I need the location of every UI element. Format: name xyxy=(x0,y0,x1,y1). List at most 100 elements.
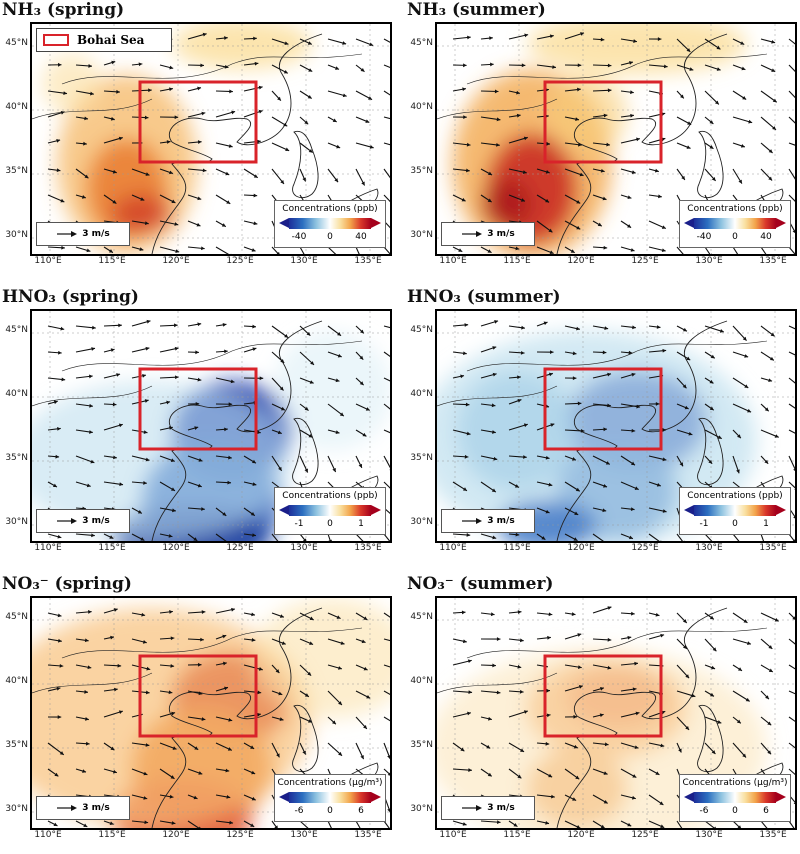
wind-arrow xyxy=(272,534,282,541)
wind-arrow xyxy=(677,326,687,331)
wind-arrow xyxy=(76,247,90,252)
wind-arrow xyxy=(649,634,664,639)
lat-label: 35°N xyxy=(0,166,28,176)
wind-arrow xyxy=(160,347,179,352)
wind-arrow xyxy=(244,110,263,117)
wind-arrow xyxy=(761,117,776,130)
wind-arrow xyxy=(104,348,115,352)
wind-arrow xyxy=(789,247,795,254)
wind-arrow xyxy=(384,717,390,724)
colorbar-gradient xyxy=(694,505,776,516)
wind-reference-label: 3 m/s xyxy=(487,803,514,813)
colorbar-title: Concentrations (ppb) xyxy=(275,204,385,214)
lon-label: 120°E xyxy=(162,543,189,553)
wind-arrow xyxy=(789,352,795,357)
wind-arrow xyxy=(733,143,745,148)
lat-label: 40°N xyxy=(0,389,28,399)
wind-arrow xyxy=(789,456,795,472)
wind-arrow xyxy=(48,246,65,250)
wind-arrow xyxy=(272,117,287,126)
colorbar-tick: -1 xyxy=(295,519,304,529)
wind-arrow xyxy=(76,821,87,827)
field-blob xyxy=(272,331,390,451)
wind-arrow xyxy=(104,61,115,65)
wind-reference: 3 m/s xyxy=(441,509,535,533)
wind-arrow xyxy=(761,639,772,649)
wind-arrow xyxy=(244,140,261,144)
wind-arrow xyxy=(537,322,548,326)
wind-reference-label: 3 m/s xyxy=(487,229,514,239)
lat-label: 30°N xyxy=(405,517,433,527)
reference-arrow-icon xyxy=(56,804,78,812)
wind-arrow xyxy=(300,117,308,124)
wind-arrow xyxy=(733,247,740,254)
wind-arrow xyxy=(188,221,200,226)
lon-label: 120°E xyxy=(567,256,594,266)
wind-arrow xyxy=(705,117,713,124)
wind-arrow xyxy=(789,691,795,696)
wind-arrow xyxy=(565,612,575,616)
wind-arrow xyxy=(384,169,390,185)
wind-arrow xyxy=(272,821,278,828)
wind-arrow xyxy=(705,534,718,541)
wind-reference-label: 3 m/s xyxy=(82,516,109,526)
colorbar-tick: 6 xyxy=(763,806,769,816)
wind-arrow xyxy=(761,404,769,411)
colorbar-max-arrow xyxy=(776,792,786,802)
wind-reference: 3 m/s xyxy=(441,222,535,246)
colorbar-max-arrow xyxy=(776,505,786,515)
wind-arrow xyxy=(48,613,62,617)
wind-arrow xyxy=(356,117,369,123)
colorbar-tick: 0 xyxy=(732,806,738,816)
wind-arrow xyxy=(188,87,201,91)
wind-arrow xyxy=(328,821,334,828)
lat-label: 40°N xyxy=(405,102,433,112)
wind-arrow xyxy=(216,143,233,148)
colorbar-max-arrow xyxy=(776,218,786,228)
colorbar-tick: 40 xyxy=(760,232,771,242)
wind-arrow xyxy=(160,375,179,379)
colorbar-tick: 0 xyxy=(327,232,333,242)
wind-arrow xyxy=(48,821,57,826)
wind-arrow xyxy=(244,325,256,329)
wind-arrow xyxy=(328,456,336,472)
wind-arrow xyxy=(244,347,256,352)
wind-arrow xyxy=(509,638,524,642)
wind-arrow xyxy=(300,169,306,181)
wind-arrow xyxy=(384,91,390,99)
wind-arrow xyxy=(328,117,337,122)
lat-label: 40°N xyxy=(0,676,28,686)
colorbar-tick: 0 xyxy=(732,232,738,242)
wind-arrow xyxy=(453,639,467,643)
lat-label: 40°N xyxy=(405,389,433,399)
wind-arrow xyxy=(48,378,65,382)
wind-arrow xyxy=(328,39,346,45)
wind-arrow xyxy=(761,352,774,360)
lon-label: 135°E xyxy=(354,543,381,553)
wind-arrow xyxy=(761,717,771,725)
wind-arrow xyxy=(384,456,390,472)
lon-label: 120°E xyxy=(162,256,189,266)
lon-label: 115°E xyxy=(503,256,530,266)
wind-arrow xyxy=(132,347,149,352)
wind-arrow xyxy=(453,323,468,327)
panel-title: NO₃⁻ (spring) xyxy=(2,574,132,594)
lon-label: 130°E xyxy=(290,256,317,266)
wind-arrow xyxy=(272,326,288,338)
wind-arrow xyxy=(705,169,716,181)
wind-arrow xyxy=(565,633,581,639)
wind-arrow xyxy=(733,91,746,100)
wind-arrow xyxy=(76,533,95,537)
wind-arrow xyxy=(621,636,631,640)
wind-arrow xyxy=(761,143,773,153)
lat-label: 30°N xyxy=(0,230,28,240)
lon-label: 110°E xyxy=(439,543,466,553)
lon-label: 125°E xyxy=(631,256,658,266)
wind-arrow xyxy=(272,143,289,151)
colorbar-gradient xyxy=(289,218,371,229)
lon-label: 115°E xyxy=(98,543,125,553)
wind-arrow xyxy=(384,743,390,759)
colorbar-tick: 0 xyxy=(327,806,333,816)
